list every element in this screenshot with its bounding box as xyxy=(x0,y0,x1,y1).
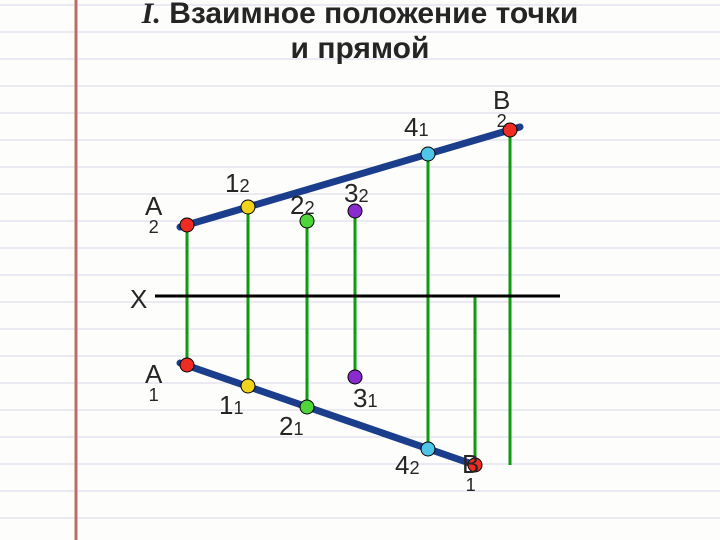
label-A2: А2 xyxy=(145,194,162,235)
point-42 xyxy=(421,442,435,456)
label-42: 42 xyxy=(395,450,420,481)
point-31 xyxy=(348,370,362,384)
point-A2 xyxy=(180,218,194,232)
label-32: 32 xyxy=(344,178,369,209)
point-41 xyxy=(421,147,435,161)
label-41: 41 xyxy=(404,112,429,143)
axis-label-x: X xyxy=(130,284,147,315)
label-A1: А1 xyxy=(145,362,162,403)
point-12 xyxy=(241,200,255,214)
label-11: 11 xyxy=(219,390,244,421)
label-22: 22 xyxy=(290,190,315,221)
label-B1: В1 xyxy=(462,452,479,493)
point-A1 xyxy=(180,358,194,372)
label-31: 31 xyxy=(353,383,378,414)
label-B2: В2 xyxy=(493,88,510,129)
label-12: 12 xyxy=(225,168,250,199)
label-21: 21 xyxy=(279,411,304,442)
diagram-svg xyxy=(0,0,720,540)
